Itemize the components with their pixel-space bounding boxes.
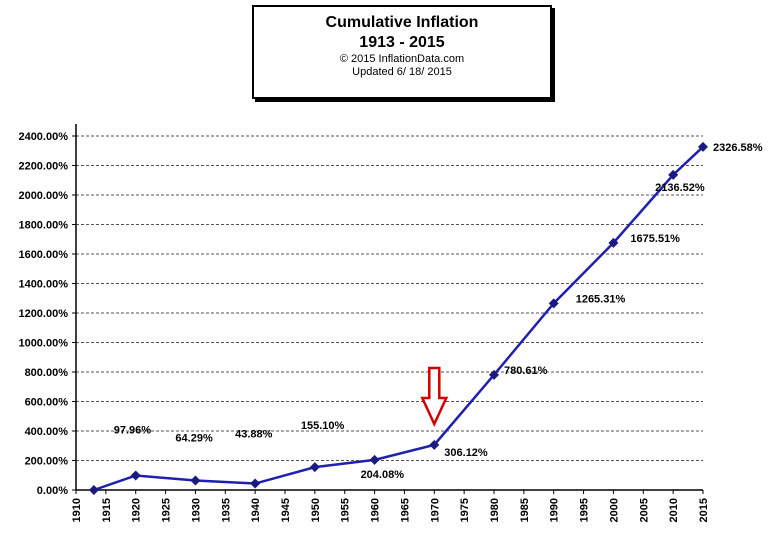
x-tick-label: 1990: [549, 498, 561, 522]
y-tick-label: 1600.00%: [18, 249, 68, 261]
x-tick-label: 2000: [608, 498, 620, 522]
x-tick-label: 1930: [190, 498, 202, 522]
x-tick-label: 1995: [579, 498, 591, 522]
y-tick-label: 600.00%: [25, 397, 69, 409]
x-tick-label: 1920: [131, 498, 143, 522]
data-point-marker: [548, 298, 559, 309]
x-tick-label: 2010: [668, 498, 680, 522]
copyright-text: © 2015 InflationData.com: [339, 53, 465, 65]
y-tick-label: 1200.00%: [18, 308, 68, 320]
data-point-marker: [608, 237, 619, 248]
x-tick-label: 2015: [698, 498, 710, 522]
x-tick-label: 1925: [161, 498, 173, 522]
data-label: 306.12%: [444, 447, 488, 459]
y-tick-label: 800.00%: [25, 367, 69, 379]
y-tick-label: 1000.00%: [18, 338, 68, 350]
chart-title: Cumulative Inflation: [325, 14, 479, 31]
series-line: [93, 145, 704, 492]
x-tick-label: 1940: [250, 498, 262, 522]
y-tick-label: 2200.00%: [18, 161, 68, 173]
x-tick-label: 1935: [220, 498, 232, 522]
data-label: 43.88%: [235, 429, 273, 441]
red-down-arrow: [420, 366, 449, 427]
axes: [75, 124, 703, 491]
data-point-marker: [190, 475, 201, 486]
x-tick-label: 1950: [310, 498, 322, 522]
x-axis-ticks: 1910 1915 1920 1925 1930 1935 1940 1945 1950 1955…: [71, 490, 710, 522]
y-axis-ticks: 0.00% 200.00% 400.00% 600.00% 800.00% 1000.00…: [18, 131, 76, 497]
data-point-marker: [429, 439, 440, 450]
data-label: 1675.51%: [630, 233, 680, 245]
chart-title-box: Cumulative Inflation 1913 - 2015 © 2015 …: [252, 5, 552, 99]
data-label: 155.10%: [301, 420, 345, 432]
x-tick-label: 1985: [519, 498, 531, 522]
data-point-marker: [489, 369, 499, 380]
grid-lines: [76, 135, 703, 461]
data-label: 1265.31%: [576, 293, 626, 305]
data-label: 780.61%: [504, 365, 548, 377]
y-tick-label: 2000.00%: [18, 190, 68, 202]
data-point-marker: [369, 454, 380, 465]
x-tick-label: 2005: [638, 498, 650, 522]
data-point-marker: [250, 478, 261, 489]
x-tick-label: 1910: [71, 498, 83, 522]
y-tick-label: 200.00%: [25, 456, 69, 468]
updated-text: Updated 6/ 18/ 2015: [352, 66, 452, 78]
data-point-marker: [130, 470, 141, 481]
data-point-marker: [88, 485, 99, 495]
x-tick-label: 1915: [101, 498, 113, 522]
y-tick-label: 400.00%: [25, 426, 69, 438]
x-tick-label: 1975: [459, 498, 471, 522]
data-label: 2136.52%: [655, 182, 705, 194]
arrow-annotation: [420, 366, 449, 427]
y-tick-label: 1400.00%: [18, 279, 68, 291]
x-tick-label: 1965: [399, 498, 411, 522]
data-points: [88, 141, 708, 495]
data-label: 2326.58%: [713, 142, 763, 154]
data-point-marker: [698, 141, 708, 152]
x-tick-label: 1960: [370, 498, 382, 522]
data-label: 204.08%: [361, 469, 405, 481]
chart-subtitle: 1913 - 2015: [359, 34, 445, 51]
cumulative-inflation-line: [93, 145, 704, 492]
data-labels: 97.96% 64.29% 43.88% 155.10% 204.08% 306.12% 7…: [114, 142, 763, 481]
data-label: 64.29%: [175, 433, 213, 445]
data-point-marker: [309, 462, 320, 473]
data-point-marker: [668, 169, 679, 180]
y-tick-label: 2400.00%: [18, 131, 68, 143]
y-tick-label: 1800.00%: [18, 220, 68, 232]
data-label: 97.96%: [114, 425, 152, 437]
x-tick-label: 1945: [280, 498, 292, 522]
x-tick-label: 1980: [489, 498, 501, 522]
x-tick-label: 1970: [429, 498, 441, 522]
x-tick-label: 1955: [340, 498, 352, 522]
y-tick-label: 0.00%: [37, 485, 68, 497]
